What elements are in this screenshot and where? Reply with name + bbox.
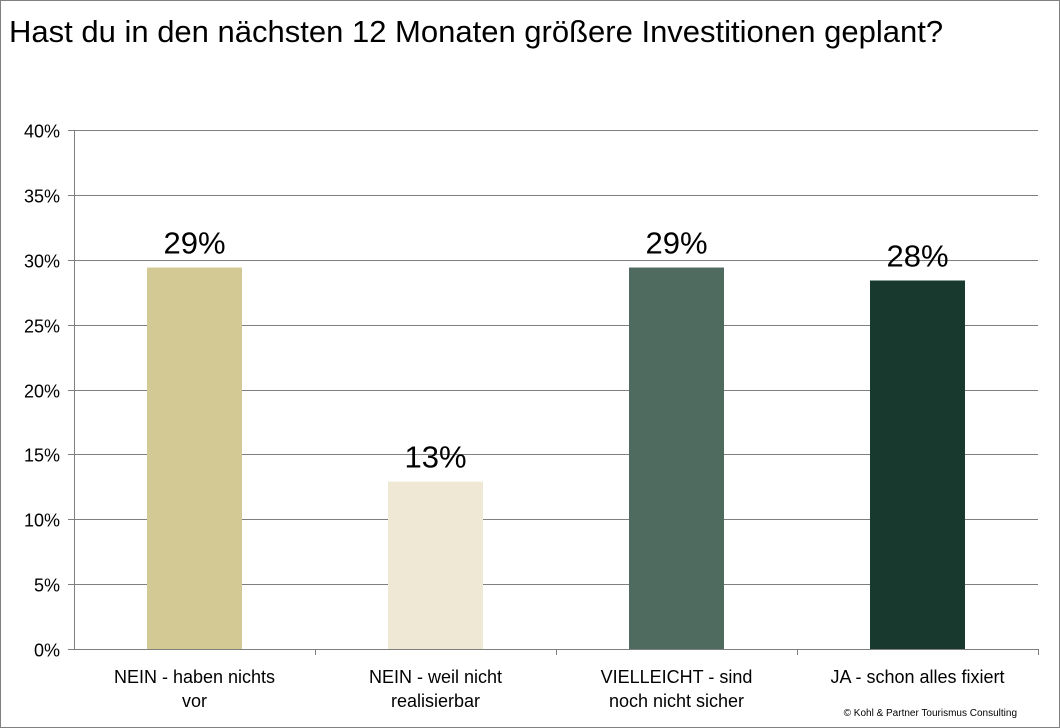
bar: [388, 481, 483, 649]
y-tick-label: 0%: [34, 641, 60, 661]
copyright: © Kohl & Partner Tourismus Consulting: [843, 708, 1017, 719]
y-tick-label: 40%: [24, 122, 60, 142]
data-label: 29%: [163, 226, 225, 261]
bar: [147, 267, 242, 649]
y-tick-label: 25%: [24, 317, 60, 337]
x-tick-label: JA - schon alles fixiert: [830, 667, 1004, 687]
y-tick-label: 5%: [34, 576, 60, 596]
y-tick-label: 15%: [24, 446, 60, 466]
x-tick-label: realisierbar: [391, 691, 480, 711]
y-tick-label: 35%: [24, 187, 60, 207]
data-label: 29%: [645, 226, 707, 261]
x-tick-label: noch nicht sicher: [609, 691, 744, 711]
x-tick-label: NEIN - haben nichts: [114, 667, 275, 687]
y-tick-label: 30%: [24, 252, 60, 272]
y-tick-label: 20%: [24, 382, 60, 402]
x-tick-label: NEIN - weil nicht: [369, 667, 502, 687]
chart-title: Hast du in den nächsten 12 Monaten größe…: [9, 14, 944, 49]
data-label: 28%: [886, 239, 948, 274]
data-label: 13%: [404, 440, 466, 475]
bar: [629, 267, 724, 649]
bar: [870, 280, 965, 649]
x-tick-label: vor: [182, 691, 207, 711]
x-tick-label: VIELLEICHT - sind: [601, 667, 753, 687]
y-tick-label: 10%: [24, 511, 60, 531]
